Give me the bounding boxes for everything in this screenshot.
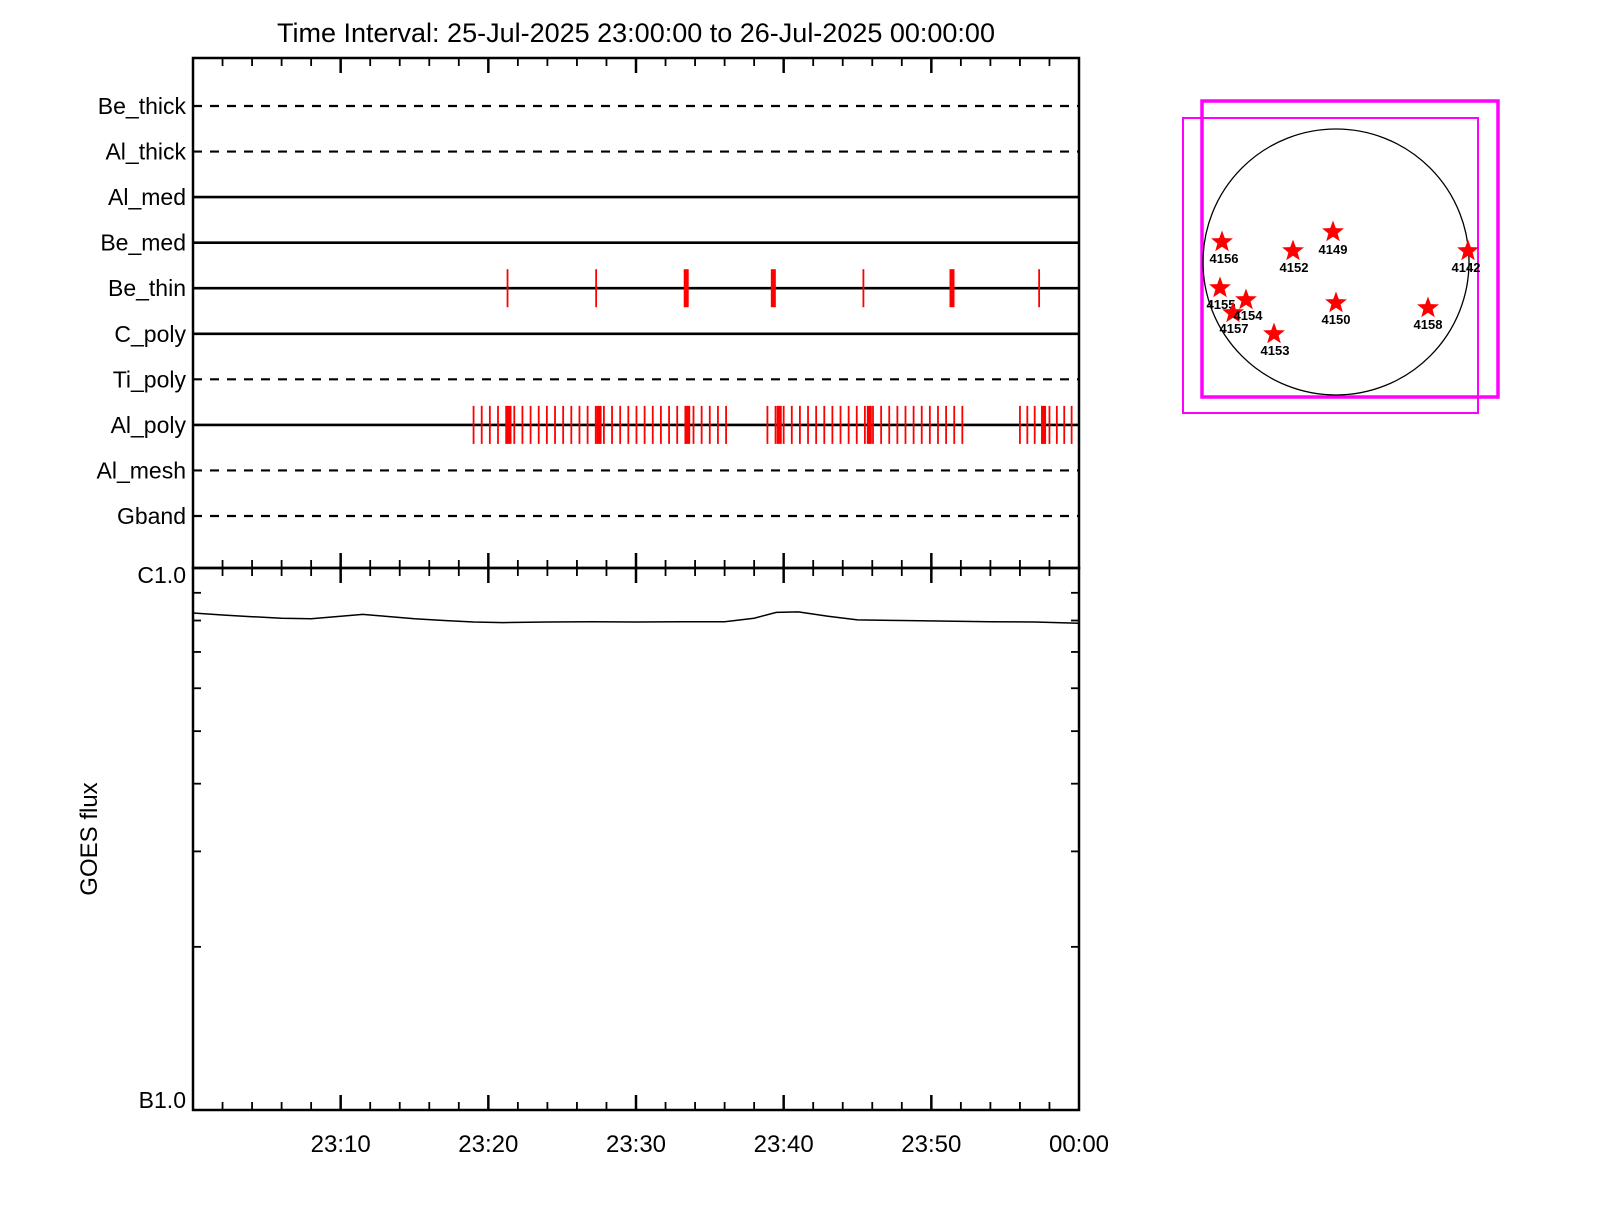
x-tick-label-23:10: 23:10 (311, 1131, 371, 1158)
y-axis-title: GOES flux (76, 782, 103, 895)
filter-row-label-Be_thin: Be_thin (108, 275, 186, 301)
time-axis-ticks-filter-top (221, 58, 1051, 73)
filter-row-label-Al_poly: Al_poly (111, 412, 187, 438)
active-region-label-4150: 4150 (1322, 312, 1351, 327)
x-tick-label-23:50: 23:50 (901, 1131, 961, 1158)
active-region-label-4156: 4156 (1210, 251, 1239, 266)
active-region-star-4142 (1457, 239, 1479, 261)
filter-row-label-Be_thick: Be_thick (98, 93, 187, 119)
active-region-star-4157 (1222, 301, 1244, 323)
active-region-label-4155: 4155 (1207, 297, 1236, 312)
x-tick-label-23:30: 23:30 (606, 1131, 666, 1158)
x-tick-label-00:00: 00:00 (1049, 1131, 1109, 1158)
filter-row-label-Al_thick: Al_thick (105, 139, 186, 165)
filter-row-label-C_poly: C_poly (114, 321, 186, 347)
filter-row-label-Al_mesh: Al_mesh (97, 457, 186, 483)
filter-row-label-Be_med: Be_med (100, 230, 186, 256)
x-tick-label-23:40: 23:40 (754, 1131, 814, 1158)
active-region-label-4152: 4152 (1280, 260, 1309, 275)
active-region-star-4154 (1235, 288, 1257, 310)
y-axis-top-label: C1.0 (137, 562, 186, 588)
exposure-ticks-Be_thin (506, 269, 1041, 308)
y-axis-bottom-label: B1.0 (139, 1087, 186, 1113)
time-axis-ticks-filter-bottom (221, 553, 1051, 568)
plot-title: Time Interval: 25-Jul-2025 23:00:00 to 2… (277, 18, 995, 48)
active-region-label-4149: 4149 (1319, 242, 1348, 257)
goes-flux-panel: C1.0 B1.0 GOES flux 23:10 23:20 23:30 23:40… (76, 562, 1109, 1158)
fov-box-1 (1182, 117, 1479, 414)
time-axis-ticks-goes-top (221, 568, 1051, 583)
goes-flux-curve (192, 611, 1080, 624)
goes-log-minor-ticks (193, 591, 1079, 948)
active-region-label-4158: 4158 (1414, 317, 1443, 332)
active-region-star-4150 (1325, 291, 1347, 313)
solar-limb-circle (1202, 128, 1470, 396)
fov-box-2 (1200, 99, 1500, 399)
filter-row-label-Gband: Gband (117, 503, 186, 529)
active-region-label-4142: 4142 (1452, 260, 1481, 275)
active-region-label-4154: 4154 (1234, 308, 1264, 323)
active-region-star-4156 (1211, 230, 1233, 252)
x-axis-labels: 23:10 23:20 23:30 23:40 23:50 00:00 (311, 1131, 1109, 1158)
filter-row-label-Ti_poly: Ti_poly (113, 366, 187, 392)
active-region-star-4158 (1417, 296, 1439, 318)
active-region-star-4153 (1263, 322, 1285, 344)
active-region-label-4157: 4157 (1220, 321, 1249, 336)
goes-panel-border (191, 566, 1081, 1112)
active-region-star-4149 (1322, 220, 1344, 242)
x-tick-label-23:20: 23:20 (458, 1131, 518, 1158)
filter-timeline-panel: Be_thick Al_thick Al_med Be_med Be_thin C_pol… (97, 56, 1081, 570)
time-axis-ticks-goes-bottom (221, 1095, 1051, 1110)
exposure-ticks-Al_poly (472, 405, 1073, 444)
filter-row-label-Al_med: Al_med (108, 184, 186, 210)
active-region-star-4155 (1209, 276, 1231, 298)
filter-panel-border (191, 56, 1081, 570)
active-region-star-4152 (1282, 239, 1304, 261)
active-region-label-4153: 4153 (1261, 343, 1290, 358)
